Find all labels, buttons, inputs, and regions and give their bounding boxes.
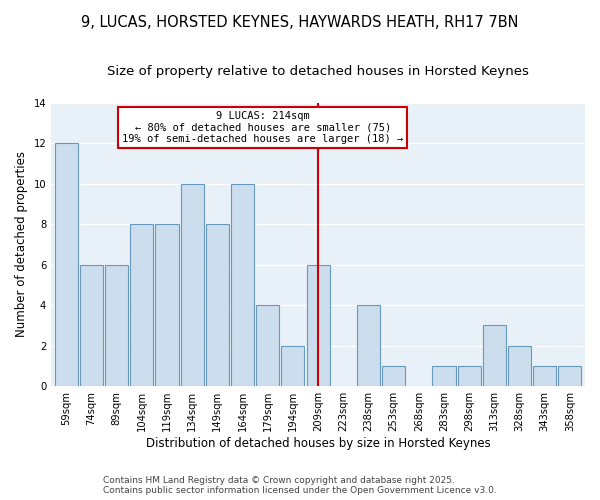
Bar bbox=[458, 366, 481, 386]
Text: 9 LUCAS: 214sqm
← 80% of detached houses are smaller (75)
19% of semi-detached h: 9 LUCAS: 214sqm ← 80% of detached houses… bbox=[122, 111, 403, 144]
Bar bbox=[130, 224, 154, 386]
Bar bbox=[231, 184, 254, 386]
Bar bbox=[533, 366, 556, 386]
Text: Contains HM Land Registry data © Crown copyright and database right 2025.
Contai: Contains HM Land Registry data © Crown c… bbox=[103, 476, 497, 495]
Bar bbox=[281, 346, 304, 386]
Bar bbox=[80, 264, 103, 386]
Bar bbox=[307, 264, 329, 386]
Title: Size of property relative to detached houses in Horsted Keynes: Size of property relative to detached ho… bbox=[107, 65, 529, 78]
Bar bbox=[508, 346, 531, 386]
Bar bbox=[181, 184, 204, 386]
Bar bbox=[483, 326, 506, 386]
Bar bbox=[206, 224, 229, 386]
Bar bbox=[559, 366, 581, 386]
X-axis label: Distribution of detached houses by size in Horsted Keynes: Distribution of detached houses by size … bbox=[146, 437, 490, 450]
Bar bbox=[55, 144, 78, 386]
Bar bbox=[105, 264, 128, 386]
Bar bbox=[433, 366, 455, 386]
Bar bbox=[256, 305, 280, 386]
Y-axis label: Number of detached properties: Number of detached properties bbox=[15, 152, 28, 338]
Bar bbox=[382, 366, 405, 386]
Bar bbox=[155, 224, 179, 386]
Bar bbox=[357, 305, 380, 386]
Text: 9, LUCAS, HORSTED KEYNES, HAYWARDS HEATH, RH17 7BN: 9, LUCAS, HORSTED KEYNES, HAYWARDS HEATH… bbox=[81, 15, 519, 30]
